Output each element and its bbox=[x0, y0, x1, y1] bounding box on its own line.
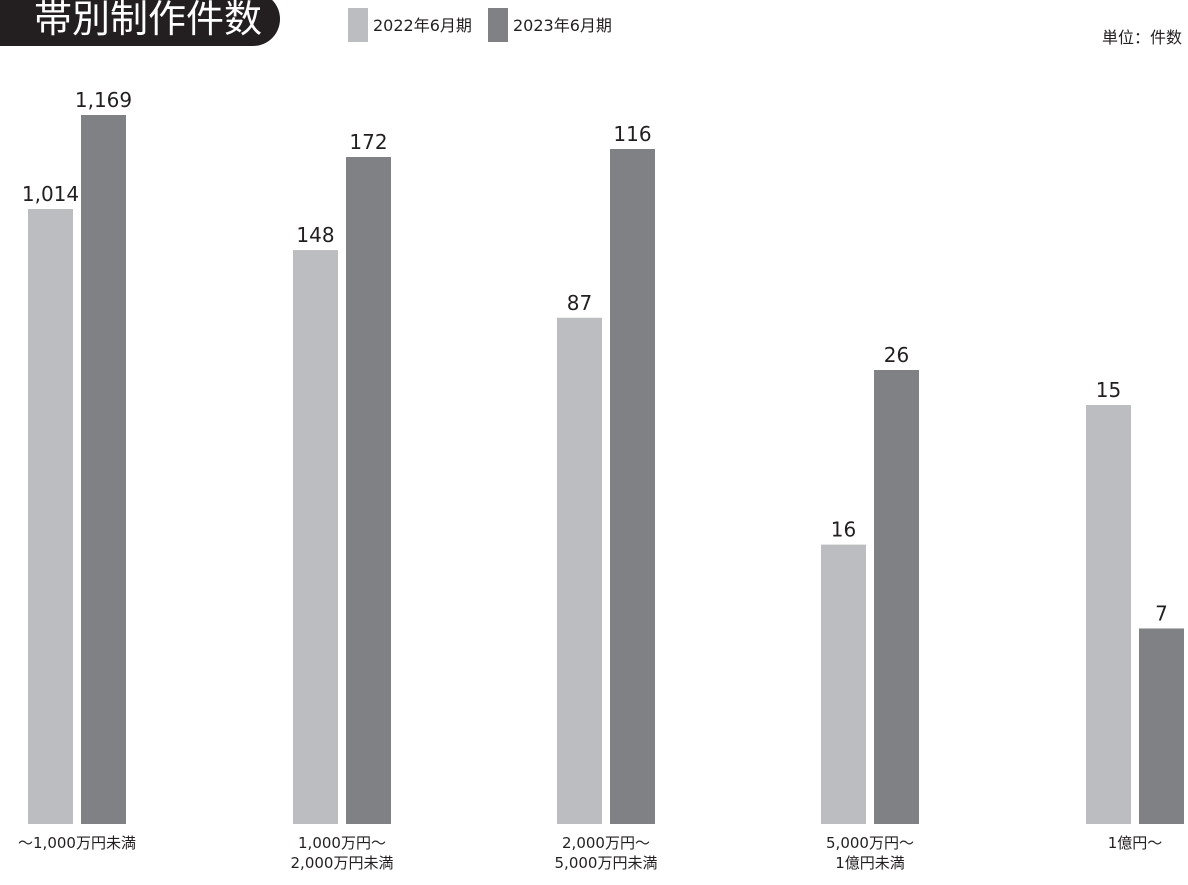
legend-label-2023: 2023年6月期 bbox=[513, 16, 612, 35]
bar-2022-group-2 bbox=[293, 250, 338, 824]
bar-2023-group-5 bbox=[1139, 628, 1184, 824]
category-label-group-3-line-1: 2,000万円〜 bbox=[562, 834, 650, 852]
title-banner bbox=[0, 0, 280, 46]
unit-label: 単位：件数 bbox=[1101, 28, 1182, 47]
bar-2022-group-4 bbox=[821, 544, 866, 824]
legend-label-2022: 2022年6月期 bbox=[373, 16, 472, 35]
bar-2022-group-1 bbox=[28, 209, 73, 825]
bar-2022-group-5 bbox=[1086, 405, 1131, 824]
value-label-2023-group-4: 26 bbox=[884, 343, 909, 367]
category-label-group-2-line-1: 1,000万円〜 bbox=[298, 834, 386, 852]
legend-swatch-2023 bbox=[488, 8, 508, 42]
chart-title: 帯別制作件数 bbox=[33, 0, 262, 41]
value-label-2022-group-5: 15 bbox=[1096, 378, 1121, 402]
bar-2023-group-2 bbox=[346, 157, 391, 824]
bar-2023-group-3 bbox=[610, 149, 655, 824]
category-label-group-2-line-2: 2,000万円未満 bbox=[291, 854, 394, 872]
value-label-2022-group-1: 1,014 bbox=[22, 182, 79, 206]
value-label-2023-group-1: 1,169 bbox=[75, 88, 132, 112]
value-label-2022-group-4: 16 bbox=[831, 518, 856, 542]
value-label-2023-group-5: 7 bbox=[1155, 601, 1168, 625]
category-label-group-1-line-1: 〜1,000万円未満 bbox=[18, 834, 136, 852]
bar-2023-group-4 bbox=[874, 370, 919, 824]
bar-2023-group-1 bbox=[81, 115, 126, 824]
value-label-2023-group-2: 172 bbox=[349, 130, 387, 154]
category-label-group-3-line-2: 5,000万円未満 bbox=[555, 854, 658, 872]
category-label-group-5-line-1: 1億円〜 bbox=[1108, 834, 1163, 852]
category-label-group-4-line-2: 1億円未満 bbox=[835, 854, 905, 872]
category-label-group-4-line-1: 5,000万円〜 bbox=[826, 834, 914, 852]
value-label-2022-group-3: 87 bbox=[567, 291, 592, 315]
value-label-2023-group-3: 116 bbox=[613, 122, 651, 146]
legend-swatch-2022 bbox=[348, 8, 368, 42]
value-label-2022-group-2: 148 bbox=[296, 223, 334, 247]
bar-2022-group-3 bbox=[557, 317, 602, 824]
